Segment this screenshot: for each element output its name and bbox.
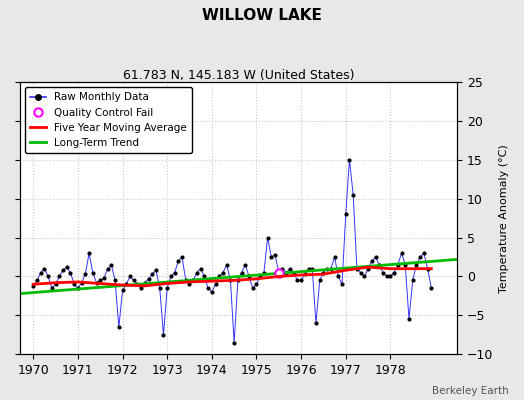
Y-axis label: Temperature Anomaly (°C): Temperature Anomaly (°C): [499, 144, 509, 292]
Legend: Raw Monthly Data, Quality Control Fail, Five Year Moving Average, Long-Term Tren: Raw Monthly Data, Quality Control Fail, …: [25, 87, 192, 153]
Text: WILLOW LAKE: WILLOW LAKE: [202, 8, 322, 23]
Title: 61.783 N, 145.183 W (United States): 61.783 N, 145.183 W (United States): [123, 69, 354, 82]
Text: Berkeley Earth: Berkeley Earth: [432, 386, 508, 396]
